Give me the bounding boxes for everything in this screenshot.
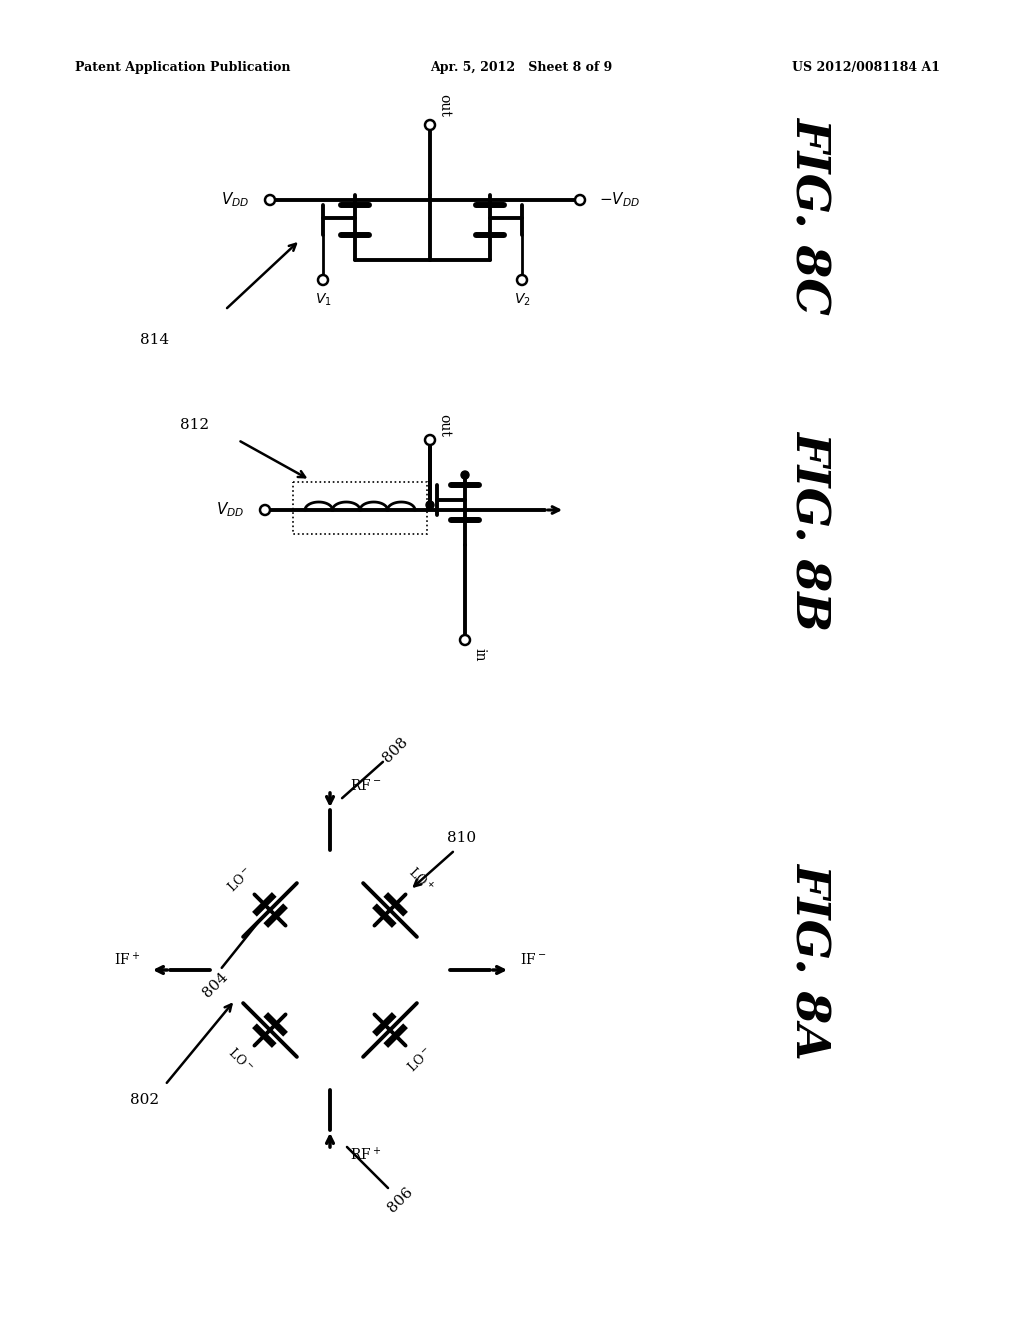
Circle shape	[265, 195, 275, 205]
Circle shape	[426, 502, 434, 510]
Text: LO$^-$: LO$^-$	[225, 865, 255, 895]
Text: $V_{DD}$: $V_{DD}$	[221, 190, 249, 210]
Circle shape	[425, 436, 435, 445]
Text: IF$^+$: IF$^+$	[114, 952, 140, 969]
Circle shape	[575, 195, 585, 205]
Circle shape	[517, 275, 527, 285]
Text: RF$^-$: RF$^-$	[350, 777, 381, 792]
Text: 802: 802	[130, 1093, 160, 1107]
Text: $V_{DD}$: $V_{DD}$	[216, 500, 244, 519]
Circle shape	[318, 275, 328, 285]
Text: FIG. 8B: FIG. 8B	[787, 430, 833, 630]
Text: LO$^+$: LO$^+$	[404, 865, 435, 895]
Text: Patent Application Publication: Patent Application Publication	[75, 62, 291, 74]
Text: 808: 808	[380, 735, 411, 766]
Text: Apr. 5, 2012   Sheet 8 of 9: Apr. 5, 2012 Sheet 8 of 9	[430, 62, 612, 74]
Text: $V_2$: $V_2$	[514, 292, 530, 308]
Text: FIG. 8C: FIG. 8C	[787, 116, 833, 314]
Text: in: in	[472, 648, 486, 661]
Text: 806: 806	[385, 1185, 416, 1216]
Text: 814: 814	[140, 333, 170, 347]
Circle shape	[260, 506, 270, 515]
Text: FIG. 8A: FIG. 8A	[787, 862, 833, 1059]
Circle shape	[460, 635, 470, 645]
Circle shape	[425, 120, 435, 129]
Text: out: out	[437, 94, 451, 116]
Text: $V_1$: $V_1$	[314, 292, 332, 308]
Text: IF$^-$: IF$^-$	[520, 953, 546, 968]
Text: out: out	[437, 413, 451, 437]
Text: 810: 810	[447, 832, 476, 845]
Text: LO$^-$: LO$^-$	[225, 1045, 255, 1074]
Text: 804: 804	[200, 970, 230, 1001]
Text: LO$^-$: LO$^-$	[404, 1045, 435, 1074]
Circle shape	[461, 471, 469, 479]
Text: US 2012/0081184 A1: US 2012/0081184 A1	[792, 62, 940, 74]
Bar	[293, 482, 427, 535]
Text: RF$^+$: RF$^+$	[350, 1146, 381, 1164]
Text: $-V_{DD}$: $-V_{DD}$	[599, 190, 641, 210]
Text: 812: 812	[180, 418, 210, 432]
